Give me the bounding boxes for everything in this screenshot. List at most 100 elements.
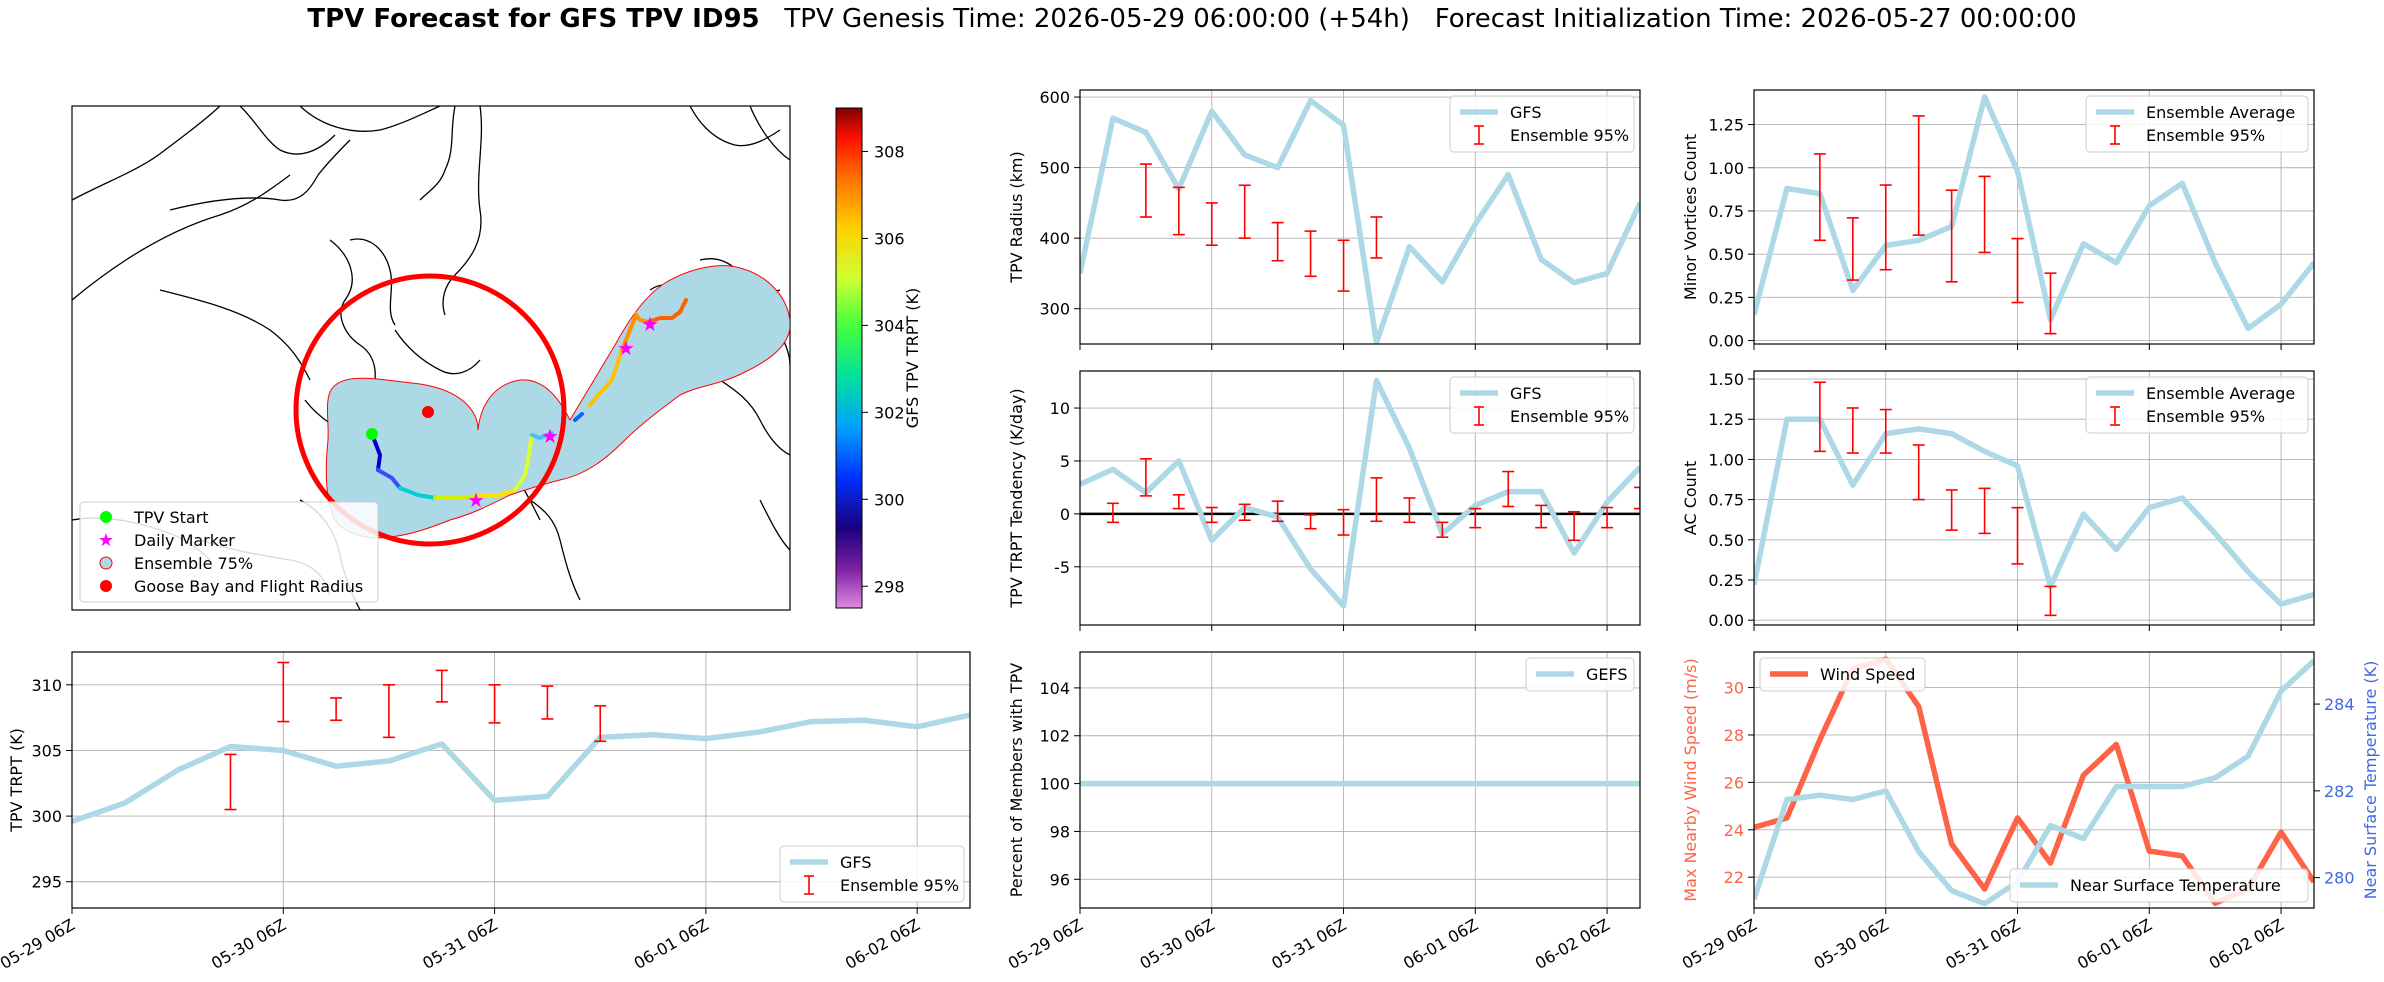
tpv-track (370, 298, 688, 500)
legend-goosebay-icon (100, 580, 112, 592)
ylabel: TPV Radius (km) (1007, 151, 1026, 284)
colorbar-gradient (835, 107, 863, 609)
errorbar-tendency (1403, 497, 1416, 524)
legend-trpt: GFS Ensemble 95% (779, 845, 965, 903)
errorbar-tendency (1271, 500, 1284, 523)
chart-tendency: -5 0 5 10 TPV TRPT Tendency (K/day) GFS Ensemb… (1007, 370, 1641, 631)
chart-wind_temp: 22 24 26 28 30 280 282 284 Near Surface Temperat… (1679, 651, 2380, 973)
errorbar-tendency (1634, 486, 1640, 510)
legend-label: Ensemble 95% (1510, 407, 1629, 426)
errorbar-radius (1172, 186, 1185, 236)
figure-title: TPV Forecast for GFS TPV ID95 TPV Genesi… (0, 4, 2384, 34)
series-line-wind_temp-0 (1754, 656, 2314, 907)
errorbar-minor (2011, 237, 2024, 304)
axes-frame (1079, 651, 1641, 909)
chart-minor: 0.00 0.25 0.50 0.75 1.00 1.25 Minor Vortices C… (1681, 89, 2315, 351)
errorbar-ac (2011, 506, 2024, 565)
plot-area-wind_temp (1754, 656, 2314, 907)
errorbar-radius (1337, 239, 1350, 292)
errorbar-radius (1304, 230, 1317, 278)
tpv-start-marker (366, 428, 378, 440)
plot-area-ac (1754, 381, 2314, 617)
flight-radius-circle (293, 273, 567, 547)
daily-marker-4: ★ (641, 312, 659, 336)
errorbar-tendency (1205, 506, 1218, 524)
ylabel: Percent of Members with TPV (1007, 663, 1026, 897)
axes-frame (1079, 370, 1641, 626)
ytick-label: 96 (1050, 870, 1070, 889)
axes-frame (1079, 89, 1641, 345)
ytick-label: 104 (1039, 679, 1070, 698)
errorbar-ac (1846, 407, 1859, 454)
ylabel: AC Count (1681, 461, 1700, 535)
errorbar-tendency (1568, 510, 1581, 542)
legend-errorbar-icon (1474, 406, 1484, 426)
legend-label: GEFS (1586, 665, 1628, 684)
plot-area-tendency (1080, 377, 1640, 609)
errorbar-tendency (1304, 514, 1317, 530)
ytick-label: 1.50 (1708, 370, 1744, 389)
errorbar-ac (1813, 381, 1826, 453)
ytick-label: 600 (1039, 88, 1070, 107)
xtick-label: 05-30 06Z (1136, 915, 1217, 973)
legend-errorbar-icon (2110, 406, 2120, 426)
colorbar-label: GFS TPV TRPT (K) (903, 288, 922, 428)
errorbar-tendency (1337, 508, 1350, 536)
ytick-label: 0.25 (1708, 288, 1744, 307)
plot-area-radius (1080, 97, 1640, 344)
ytick-label: 295 (31, 873, 62, 892)
map-panel: ★ ★ ★ ★ TPV Start ★ Daily Marker Ensembl… (71, 105, 922, 611)
legend-label: GFS (1510, 384, 1541, 403)
errorbar-tendency (1469, 507, 1482, 529)
ytick-label: 0.50 (1708, 531, 1744, 550)
legend-minor: Ensemble Average Ensemble 95% (2085, 95, 2309, 153)
colorbar: 298 300 302 304 306 308 GFS TPV TRPT (K) (835, 107, 922, 609)
map-content: ★ ★ ★ ★ (72, 106, 790, 610)
errorbar-trpt (435, 669, 448, 703)
xtick-label: 05-29 06Z (0, 915, 78, 973)
errorbar-ac (1978, 487, 1991, 535)
series-line-trpt-0 (72, 712, 970, 824)
legend-radius: GFS Ensemble 95% (1449, 95, 1635, 153)
xtick-label: 06-01 06Z (631, 915, 712, 973)
axes-frame (1753, 370, 2315, 626)
ytick-label: 0.75 (1708, 491, 1744, 510)
ytick-label: 28 (1724, 726, 1744, 745)
ytick-label: 100 (1039, 775, 1070, 794)
legend-label: Ensemble Average (2146, 384, 2295, 403)
legend-start-label: TPV Start (133, 508, 209, 527)
errorbar-radius (1370, 216, 1383, 259)
legend-label: Ensemble 95% (2146, 407, 2265, 426)
legend-label: Ensemble Average (2146, 103, 2295, 122)
errorbar-radius (1271, 221, 1284, 262)
colorbar-tick-label: 302 (874, 403, 905, 422)
ylabel: TPV TRPT (K) (7, 728, 26, 833)
xtick-label: 06-02 06Z (842, 915, 923, 973)
xtick-label: 05-29 06Z (1005, 915, 1086, 973)
ytick-label: 300 (1039, 300, 1070, 319)
chart-ac: 0.00 0.25 0.50 0.75 1.00 1.25 1.50 AC Count Ense… (1681, 370, 2315, 631)
series-line-ac-0 (1754, 416, 2314, 607)
legend-wind_temp: Near Surface Temperature (2009, 868, 2309, 903)
ytick-right-label: 284 (2324, 695, 2355, 714)
errorbar-ac (1879, 408, 1892, 454)
axes-frame (1753, 89, 2315, 345)
plot-area-minor (1754, 94, 2314, 335)
colorbar-tick-label: 304 (874, 316, 905, 335)
errorbar-minor (1945, 189, 1958, 283)
errorbar-tendency (1106, 502, 1119, 524)
errorbar-minor (2044, 272, 2057, 335)
errorbar-minor (1846, 217, 1859, 281)
errorbar-trpt (541, 685, 554, 720)
daily-marker-1: ★ (467, 488, 485, 512)
errorbar-ac (2044, 585, 2057, 617)
series-line-radius-0 (1080, 97, 1640, 344)
ytick-label: 500 (1039, 159, 1070, 178)
daily-marker-2: ★ (541, 424, 559, 448)
legend-start-icon (100, 511, 112, 523)
errorbar-minor (1813, 153, 1826, 242)
ytick-label: 10 (1050, 399, 1070, 418)
legend-label: Ensemble 95% (840, 876, 959, 895)
map-legend-box (79, 501, 379, 603)
ytick-label: 400 (1039, 229, 1070, 248)
